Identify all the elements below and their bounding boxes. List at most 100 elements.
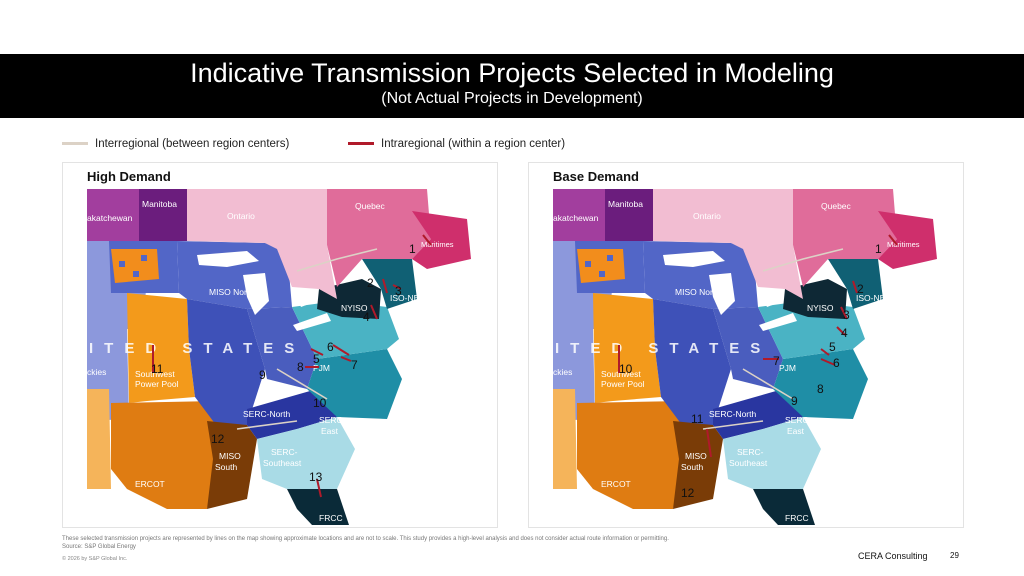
base-regions — [87, 189, 471, 525]
base-regions — [553, 189, 937, 525]
project-line-1 — [888, 234, 898, 246]
label-united-states: ITED STATES — [89, 340, 305, 357]
label-iso-ne: ISO-NE — [856, 293, 886, 303]
ercot-region — [577, 401, 685, 509]
project-number-8: 8 — [297, 360, 304, 374]
project-number-3: 3 — [395, 284, 402, 298]
miso-north-region — [177, 241, 292, 309]
project-number-9: 9 — [259, 368, 266, 382]
project-number-7: 7 — [773, 354, 780, 368]
label-nyiso: NYISO — [341, 303, 368, 313]
legend-intraregional: Intraregional (within a region center) — [348, 138, 565, 150]
project-line-3 — [392, 284, 402, 290]
project-number-4: 4 — [363, 310, 370, 324]
project-number-4: 4 — [841, 326, 848, 340]
project-line-3 — [840, 306, 848, 320]
label-manitoba: Manitoba — [142, 199, 177, 209]
label-miso-south-1: MISO — [685, 451, 707, 461]
project-line-5 — [310, 348, 324, 356]
southwest-power-pool-region — [127, 293, 195, 403]
saskatchewan-region — [553, 189, 605, 241]
quebec-region — [793, 189, 897, 287]
project-number-6: 6 — [833, 356, 840, 370]
label-saskatchewan: akatchewan — [553, 213, 599, 223]
lake-huron — [292, 285, 317, 307]
miso-north-region — [643, 241, 758, 309]
project-number-11: 11 — [151, 362, 164, 376]
ercot-region — [111, 401, 219, 509]
label-serc-southeast-2: Southeast — [729, 458, 768, 468]
serc-east-region — [773, 349, 868, 419]
label-rockies: ckies — [553, 367, 572, 377]
iso-ne-region — [828, 259, 883, 309]
label-ercot: ERCOT — [135, 479, 165, 489]
label-nyiso: NYISO — [807, 303, 834, 313]
project-line-5 — [820, 348, 830, 356]
project-number-12: 12 — [211, 432, 225, 446]
manitoba-region — [605, 189, 653, 241]
label-pjm: PJM — [779, 363, 796, 373]
lake-erie — [759, 313, 797, 331]
base-demand-title: Base Demand — [553, 169, 639, 184]
project-line-4 — [370, 304, 378, 320]
label-maritimes: Maritimes — [421, 240, 454, 249]
project-line-6 — [820, 358, 836, 366]
label-miso-north: MISO North — [209, 287, 254, 297]
label-ercot: ERCOT — [601, 479, 631, 489]
frcc-region — [753, 489, 815, 525]
label-serc-north: SERC-North — [709, 409, 757, 419]
label-united-states: ITED STATES — [555, 340, 771, 357]
label-southwest-2: Power Pool — [135, 379, 179, 389]
label-serc-southeast-1: SERC- — [271, 447, 298, 457]
label-southwest-1: Southwest — [601, 369, 641, 379]
high-demand-panel: High Demand — [62, 162, 498, 528]
label-miso-south-2: South — [215, 462, 237, 472]
project-number-12: 12 — [681, 486, 695, 500]
legend-interregional: Interregional (between region centers) — [62, 138, 289, 150]
label-miso-south-2: South — [681, 462, 703, 472]
interregional-line — [236, 420, 298, 430]
intraregional-lines — [152, 234, 432, 498]
serc-north-region — [713, 389, 803, 439]
orange-region-mottle — [585, 255, 613, 277]
label-manitoba: Manitoba — [608, 199, 643, 209]
quebec-region — [327, 189, 431, 287]
frcc-region — [287, 489, 349, 525]
label-serc-east-1: SERC- — [785, 415, 812, 425]
project-number-1: 1 — [409, 242, 416, 256]
high-demand-title: High Demand — [87, 169, 171, 184]
project-numbers: 1 2 3 4 5 6 7 8 9 10 11 12 13 — [151, 242, 416, 484]
west-orange-region — [87, 389, 111, 489]
label-serc-east-1: SERC- — [319, 415, 346, 425]
high-demand-map-svg: akatchewan Manitoba Ontario Quebec Marit… — [87, 189, 471, 525]
base-demand-map-svg: akatchewan Manitoba Ontario Quebec Marit… — [553, 189, 937, 525]
project-line-4 — [836, 326, 846, 336]
project-line-2 — [852, 280, 858, 294]
miso-north-orange-region — [577, 249, 625, 283]
lake-erie — [293, 313, 331, 331]
lake-superior — [663, 251, 725, 267]
project-number-13: 13 — [309, 470, 323, 484]
label-rockies: ckies — [87, 367, 106, 377]
footnote: These selected transmission projects are… — [62, 535, 669, 551]
label-frcc: FRCC — [785, 513, 809, 523]
high-demand-map: akatchewan Manitoba Ontario Quebec Marit… — [87, 189, 495, 525]
label-serc-southeast-1: SERC- — [737, 447, 764, 457]
project-line-13 — [316, 478, 322, 498]
serc-southeast-region — [257, 417, 355, 489]
project-number-6: 6 — [327, 340, 334, 354]
label-miso-north: MISO North — [675, 287, 720, 297]
serc-east-region — [307, 349, 402, 419]
footnote-note: These selected transmission projects are… — [62, 536, 669, 542]
project-number-10: 10 — [313, 396, 327, 410]
intraregional-lines — [618, 234, 898, 458]
maritimes-region — [878, 211, 937, 269]
slide-title: Indicative Transmission Projects Selecte… — [190, 58, 834, 88]
interregional-lines — [236, 248, 378, 430]
label-serc-east-2: East — [321, 426, 339, 436]
label-ontario: Ontario — [693, 211, 721, 221]
miso-central-region — [653, 299, 731, 429]
miso-central-region — [187, 299, 265, 429]
project-number-3: 3 — [843, 308, 850, 322]
interregional-lines — [702, 248, 844, 430]
